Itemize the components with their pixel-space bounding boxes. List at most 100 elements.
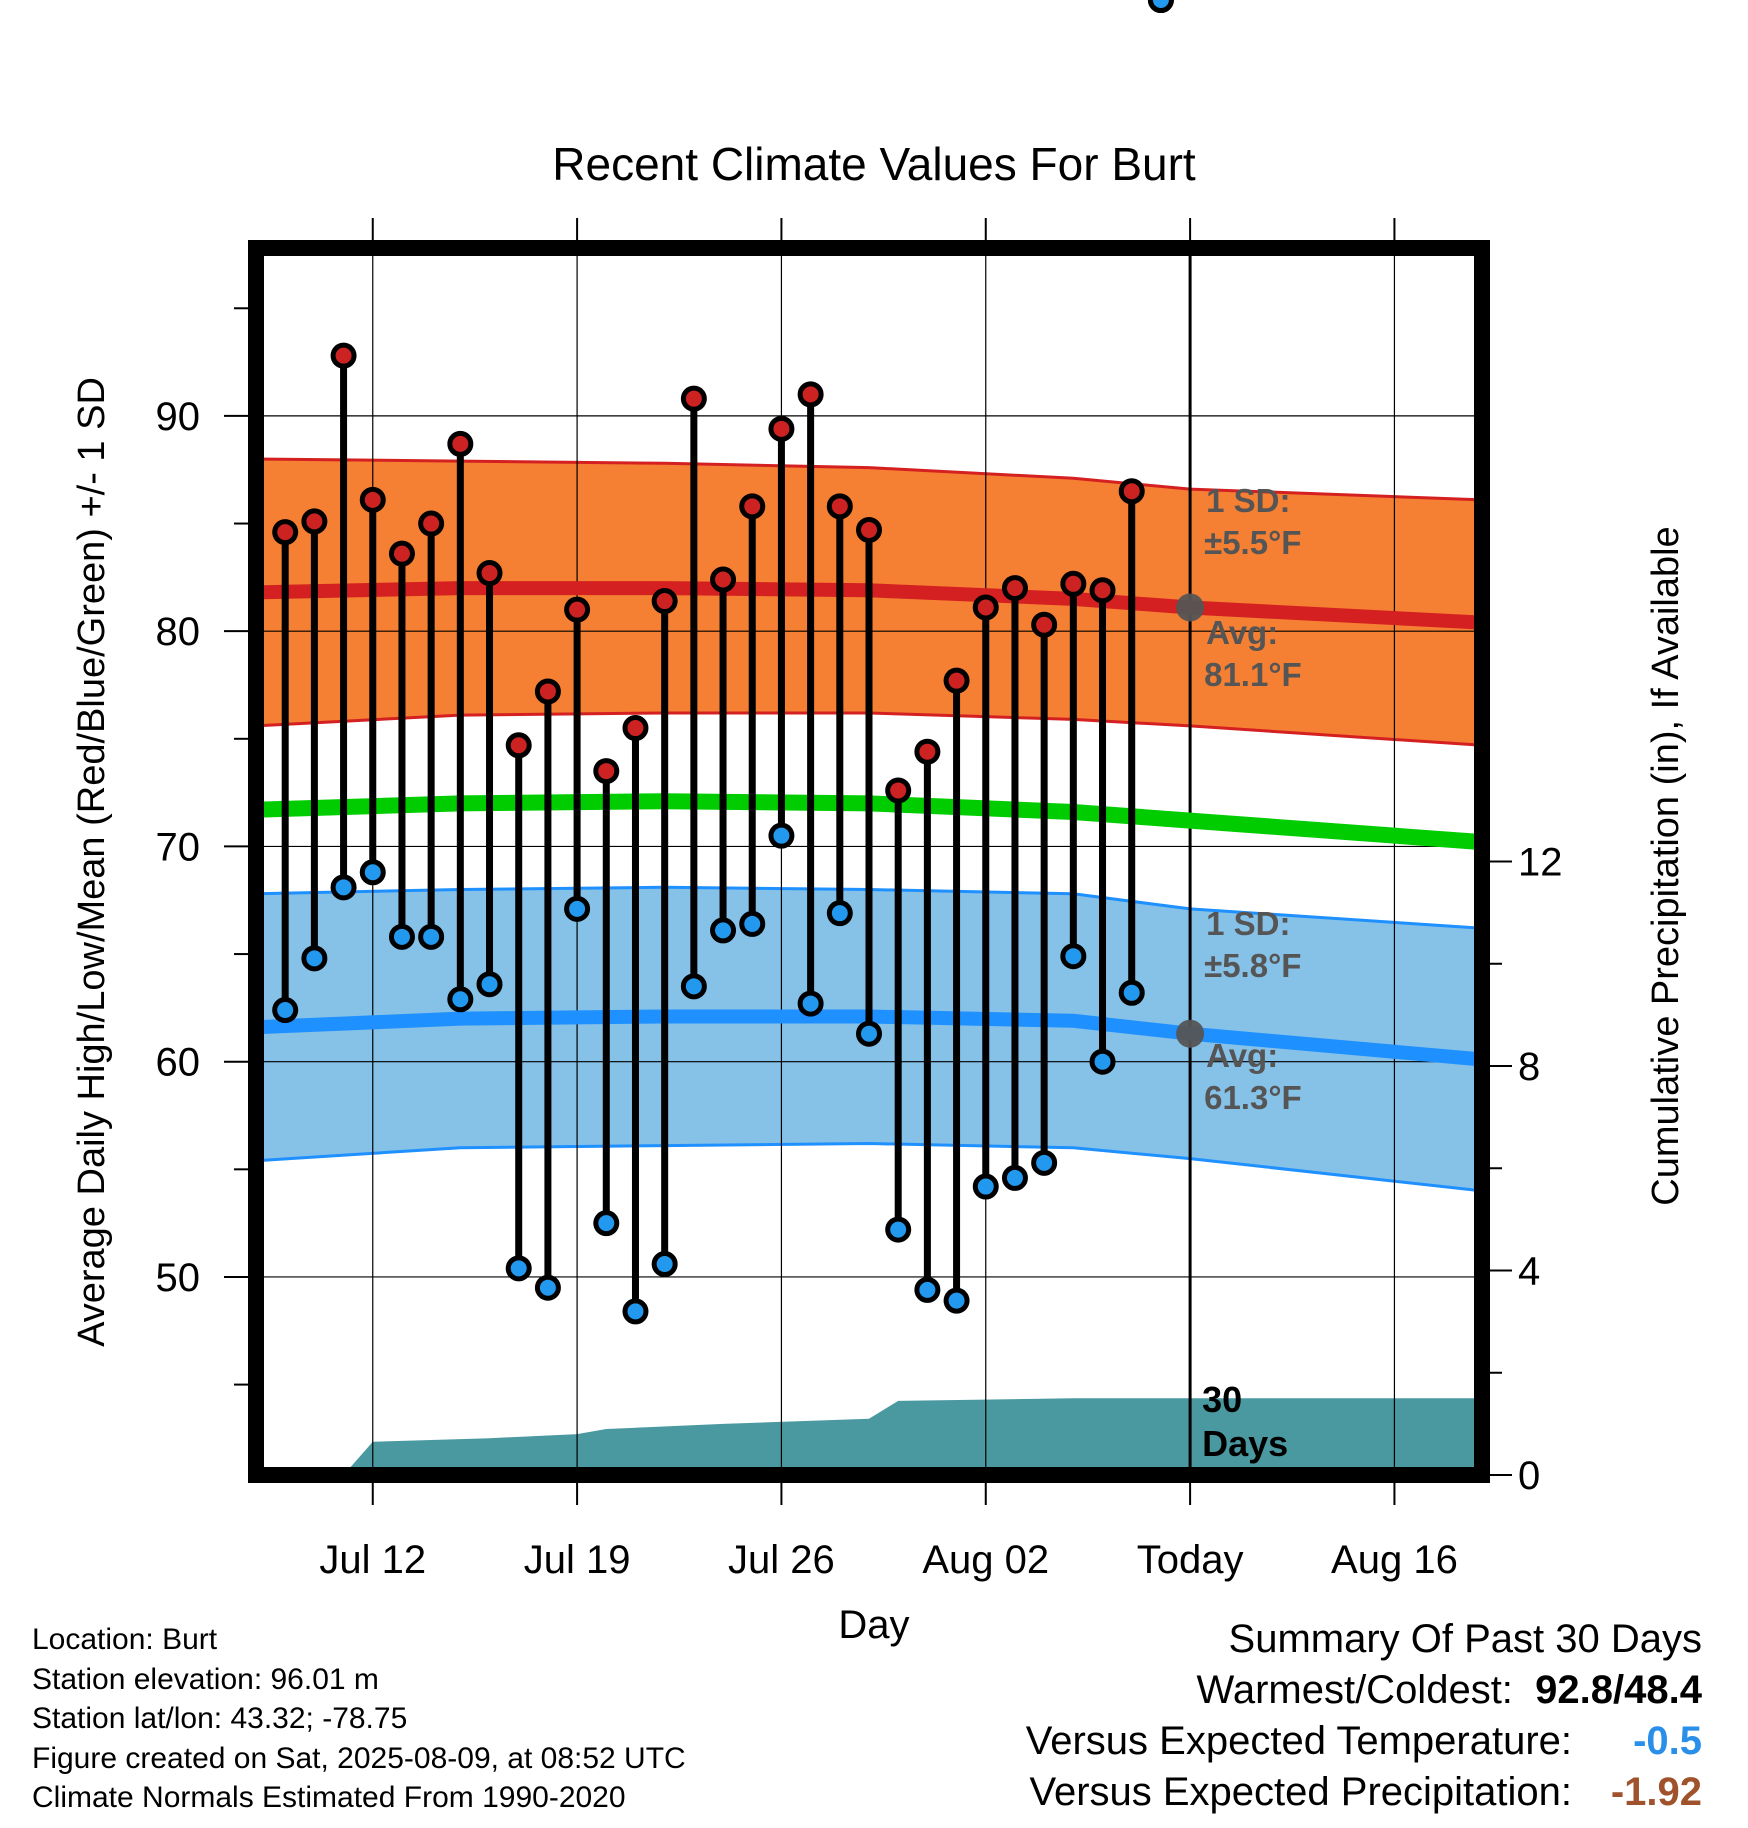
daily-range-30 xyxy=(1147,0,1174,13)
y-tick-label: 60 xyxy=(156,1041,201,1085)
high-point xyxy=(768,415,795,442)
high-point xyxy=(447,430,474,457)
y-tick-label: 90 xyxy=(156,395,201,439)
daily-range-10 xyxy=(564,596,591,922)
daily-range-24 xyxy=(972,594,999,1200)
high-point xyxy=(680,385,707,412)
low-point xyxy=(359,859,386,886)
precip-anomaly-label: Versus Expected Precipitation: xyxy=(1029,1770,1572,1814)
x-tick-label: Aug 16 xyxy=(1331,1538,1458,1582)
station-info: Location: Burt Station elevation: 96.01 … xyxy=(32,1620,686,1818)
high-point xyxy=(301,508,328,535)
low-point xyxy=(622,1298,649,1325)
high-point xyxy=(564,596,591,623)
daily-range-12 xyxy=(622,715,649,1325)
precip-anomaly-value: -1.92 xyxy=(1610,1770,1702,1814)
high-point xyxy=(418,510,445,537)
high-point xyxy=(359,486,386,513)
low-avg-value: 61.3°F xyxy=(1204,1079,1302,1116)
daily-range-13 xyxy=(651,588,678,1278)
precip-days-label-bottom: Days xyxy=(1202,1423,1288,1464)
low-point xyxy=(1031,1149,1058,1176)
low-point xyxy=(739,910,766,937)
y-tick-label: 50 xyxy=(156,1256,201,1300)
low-point xyxy=(972,1173,999,1200)
daily-range-14 xyxy=(680,385,707,1000)
high-point xyxy=(1089,577,1116,604)
precip-anomaly-row: Versus Expected Precipitation: -1.92 xyxy=(1026,1767,1702,1818)
low-point xyxy=(856,1020,882,1047)
daily-range-26 xyxy=(1031,611,1058,1176)
low-sd-label: 1 SD: xyxy=(1206,905,1290,942)
summary-panel: Summary Of Past 30 Days Warmest/Coldest:… xyxy=(1026,1614,1702,1818)
daily-range-27 xyxy=(1060,570,1087,970)
low-point xyxy=(1147,0,1174,13)
location-text: Location: Burt xyxy=(32,1623,218,1656)
daily-range-6 xyxy=(447,430,474,1013)
low-point xyxy=(651,1251,678,1278)
high-point xyxy=(739,493,766,520)
low-point xyxy=(1118,979,1145,1006)
high-point xyxy=(622,715,649,742)
normals-text: Climate Normals Estimated From 1990-2020 xyxy=(32,1781,626,1814)
summary-title: Summary Of Past 30 Days xyxy=(1228,1617,1702,1661)
high-point xyxy=(388,540,415,567)
low-point xyxy=(505,1255,532,1282)
y-tick-label: 70 xyxy=(156,825,201,869)
plot-frame xyxy=(248,240,1490,1483)
high-sd-label: 1 SD: xyxy=(1206,482,1290,519)
daily-range-29 xyxy=(1118,478,1145,1006)
low-point xyxy=(826,900,853,927)
daily-range-22 xyxy=(914,738,941,1303)
high-point xyxy=(330,342,357,369)
high-sd-value: ±5.5°F xyxy=(1204,524,1301,561)
daily-range-23 xyxy=(943,667,970,1314)
x-tick-label: Jul 12 xyxy=(319,1538,426,1582)
warmest-coldest-label: Warmest/Coldest: xyxy=(1196,1668,1513,1712)
low-point xyxy=(534,1274,561,1301)
daily-range-18 xyxy=(797,381,824,1017)
low-point xyxy=(768,822,795,849)
x-tick-label: Jul 19 xyxy=(524,1538,631,1582)
x-tick-label: Jul 26 xyxy=(728,1538,835,1582)
temp-anomaly-value: -0.5 xyxy=(1633,1719,1702,1763)
high-point xyxy=(826,493,853,520)
warmest-coldest-row: Warmest/Coldest: 92.8/48.4 xyxy=(1026,1665,1702,1716)
high-point xyxy=(272,519,299,546)
low-point xyxy=(272,997,299,1024)
low-point xyxy=(797,990,824,1017)
temp-anomaly-row: Versus Expected Temperature: -0.5 xyxy=(1026,1716,1702,1767)
high-point xyxy=(476,560,503,587)
x-axis-label: Day xyxy=(838,1603,909,1647)
precip-area xyxy=(343,1398,1483,1475)
low-point xyxy=(301,945,328,972)
low-point xyxy=(1089,1048,1116,1075)
daily-range-21 xyxy=(885,777,912,1243)
high-point xyxy=(856,516,882,543)
low-sd-value: ±5.8°F xyxy=(1204,947,1301,984)
low-point xyxy=(1060,943,1087,970)
precip-days-label-top: 30 xyxy=(1202,1379,1242,1420)
coldest-value: 48.4 xyxy=(1624,1668,1702,1712)
y-tick-label: 80 xyxy=(156,610,201,654)
high-point xyxy=(1118,478,1145,505)
temp-anomaly-label: Versus Expected Temperature: xyxy=(1025,1719,1572,1763)
daily-range-28 xyxy=(1089,577,1116,1075)
daily-range-9 xyxy=(534,678,561,1301)
daily-range-4 xyxy=(388,540,415,950)
low-avg-label: Avg: xyxy=(1206,1037,1278,1074)
daily-range-5 xyxy=(418,510,445,950)
low-point xyxy=(593,1210,620,1237)
high-point xyxy=(1060,570,1087,597)
daily-range-20 xyxy=(856,516,882,1047)
y2-axis-label: Cumulative Precipitation (in), If Availa… xyxy=(1645,526,1687,1205)
daily-range-25 xyxy=(1001,575,1028,1191)
low-point xyxy=(418,923,445,950)
low-point xyxy=(476,971,503,998)
daily-range-7 xyxy=(476,560,503,998)
high-point xyxy=(505,732,532,759)
daily-range-1 xyxy=(301,508,328,972)
elevation-text: Station elevation: 96.01 m xyxy=(32,1662,379,1696)
high-avg-label: Avg: xyxy=(1206,614,1278,651)
